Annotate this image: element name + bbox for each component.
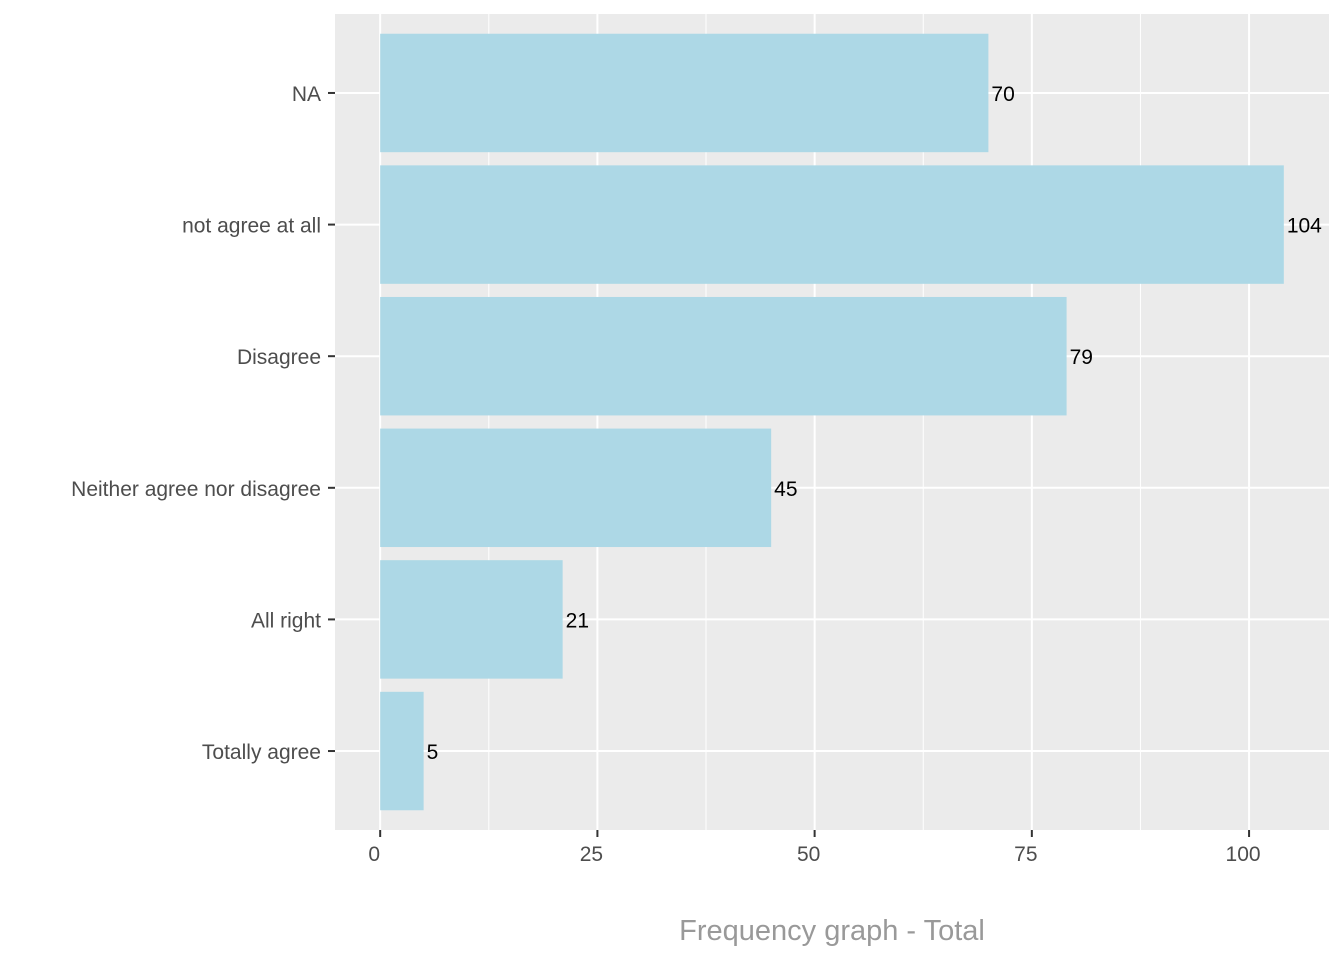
y-tick-label: Neither agree nor disagree (71, 478, 321, 501)
x-tick-label: 100 (1226, 843, 1261, 866)
bars (380, 33, 1284, 811)
y-tick-label: Disagree (237, 346, 321, 369)
bar-na (380, 33, 989, 153)
y-axis: NA not agree at all Disagree Neither agree … (71, 83, 335, 764)
x-tick-label: 50 (797, 843, 820, 866)
bar-neither-agree-nor-disagree (380, 428, 772, 548)
x-axis: 0 25 50 75 100 (368, 830, 1261, 866)
bar-disagree (380, 296, 1067, 416)
y-tick-label: Totally agree (202, 741, 321, 764)
bar-all-right (380, 560, 563, 679)
data-labels: 70 104 79 45 21 5 (427, 83, 1323, 764)
data-label: 70 (991, 83, 1014, 106)
y-tick-label: All right (251, 609, 321, 632)
data-label: 104 (1287, 215, 1322, 238)
bar-totally-agree (380, 691, 424, 811)
x-tick-label: 0 (368, 843, 380, 866)
x-tick-label: 75 (1014, 843, 1037, 866)
x-tick-label: 25 (580, 843, 603, 866)
y-tick-label: NA (292, 83, 321, 106)
data-label: 5 (427, 741, 439, 764)
bar-not-agree-at-all (380, 165, 1284, 284)
data-label: 79 (1070, 346, 1093, 369)
data-label: 45 (774, 478, 797, 501)
x-axis-title: Frequency graph - Total (679, 915, 985, 947)
y-tick-label: not agree at all (182, 215, 321, 238)
data-label: 21 (566, 609, 589, 632)
